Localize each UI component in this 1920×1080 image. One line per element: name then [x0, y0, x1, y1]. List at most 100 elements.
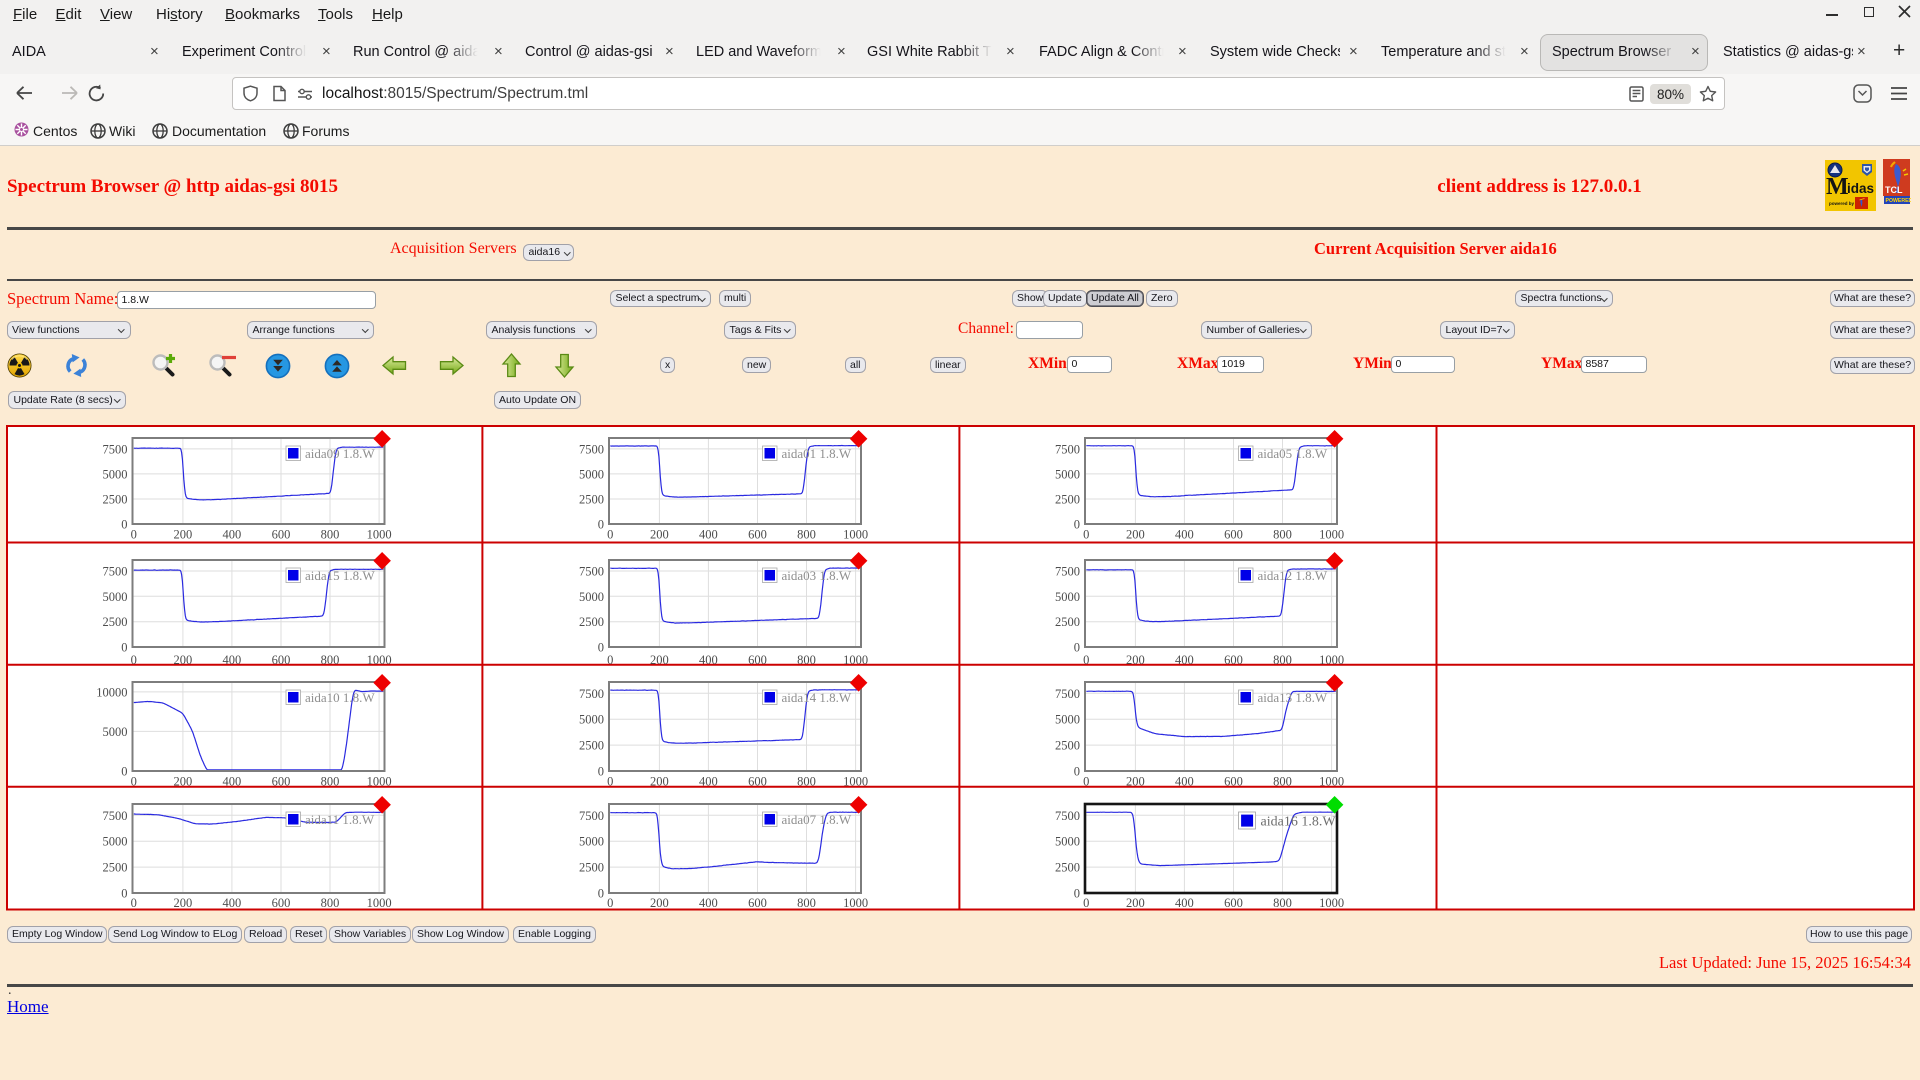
- svg-text:800: 800: [320, 653, 339, 667]
- svg-text:2500: 2500: [579, 615, 604, 629]
- svg-text:aida03 1.8.W: aida03 1.8.W: [781, 568, 851, 583]
- svg-text:5000: 5000: [102, 467, 127, 481]
- svg-text:800: 800: [1273, 653, 1292, 667]
- svg-text:200: 200: [1126, 653, 1145, 667]
- svg-text:400: 400: [1175, 896, 1194, 910]
- svg-text:200: 200: [650, 653, 669, 667]
- svg-text:400: 400: [699, 653, 718, 667]
- svg-text:1000: 1000: [1319, 896, 1344, 910]
- svg-text:1000: 1000: [843, 896, 868, 910]
- svg-text:5000: 5000: [579, 590, 604, 604]
- svg-text:800: 800: [797, 653, 816, 667]
- svg-text:0: 0: [130, 896, 136, 910]
- svg-text:600: 600: [271, 896, 290, 910]
- svg-text:0: 0: [597, 518, 603, 532]
- svg-text:0: 0: [607, 653, 613, 667]
- svg-text:400: 400: [222, 896, 241, 910]
- svg-text:7500: 7500: [1055, 687, 1080, 701]
- svg-text:1000: 1000: [366, 896, 391, 910]
- svg-text:aida14 1.8.W: aida14 1.8.W: [781, 690, 851, 705]
- svg-text:5000: 5000: [102, 590, 127, 604]
- svg-text:5000: 5000: [1055, 467, 1080, 481]
- svg-text:400: 400: [222, 774, 241, 788]
- svg-text:800: 800: [1273, 527, 1292, 541]
- svg-text:800: 800: [320, 527, 339, 541]
- svg-text:10000: 10000: [96, 685, 127, 699]
- svg-text:400: 400: [1175, 653, 1194, 667]
- svg-text:0: 0: [121, 641, 127, 655]
- svg-text:0: 0: [130, 653, 136, 667]
- svg-text:0: 0: [1083, 896, 1089, 910]
- svg-text:5000: 5000: [102, 835, 127, 849]
- svg-text:0: 0: [130, 527, 136, 541]
- svg-text:200: 200: [650, 527, 669, 541]
- svg-text:0: 0: [597, 641, 603, 655]
- svg-text:0: 0: [1073, 765, 1079, 779]
- svg-text:aida16 1.8.W: aida16 1.8.W: [1260, 815, 1336, 830]
- svg-text:0: 0: [607, 896, 613, 910]
- svg-text:7500: 7500: [1055, 809, 1080, 823]
- svg-text:200: 200: [173, 527, 192, 541]
- svg-text:7500: 7500: [579, 442, 604, 456]
- svg-text:200: 200: [173, 896, 192, 910]
- svg-text:200: 200: [650, 896, 669, 910]
- svg-text:800: 800: [1273, 896, 1292, 910]
- svg-text:7500: 7500: [579, 809, 604, 823]
- svg-text:aida05 1.8.W: aida05 1.8.W: [1257, 446, 1327, 461]
- svg-text:5000: 5000: [579, 713, 604, 727]
- svg-text:600: 600: [748, 653, 767, 667]
- svg-text:0: 0: [121, 887, 127, 901]
- svg-text:800: 800: [320, 774, 339, 788]
- svg-text:7500: 7500: [1055, 442, 1080, 456]
- svg-text:2500: 2500: [1055, 861, 1080, 875]
- svg-text:600: 600: [748, 527, 767, 541]
- svg-text:1000: 1000: [1319, 653, 1344, 667]
- svg-text:800: 800: [797, 896, 816, 910]
- svg-text:200: 200: [173, 653, 192, 667]
- svg-text:400: 400: [699, 774, 718, 788]
- svg-text:7500: 7500: [102, 809, 127, 823]
- svg-text:2500: 2500: [579, 739, 604, 753]
- svg-text:2500: 2500: [1055, 493, 1080, 507]
- svg-text:5000: 5000: [1055, 713, 1080, 727]
- svg-text:aida09 1.8.W: aida09 1.8.W: [305, 446, 375, 461]
- svg-text:7500: 7500: [1055, 565, 1080, 579]
- svg-text:2500: 2500: [102, 861, 127, 875]
- svg-text:aida07 1.8.W: aida07 1.8.W: [781, 812, 851, 827]
- svg-text:600: 600: [1224, 527, 1243, 541]
- svg-text:200: 200: [1126, 527, 1145, 541]
- svg-text:0: 0: [597, 887, 603, 901]
- svg-text:5000: 5000: [1055, 835, 1080, 849]
- svg-text:600: 600: [271, 527, 290, 541]
- svg-text:600: 600: [1224, 774, 1243, 788]
- svg-text:1000: 1000: [1319, 774, 1344, 788]
- svg-text:200: 200: [650, 774, 669, 788]
- svg-text:600: 600: [271, 774, 290, 788]
- svg-text:0: 0: [607, 527, 613, 541]
- svg-text:0: 0: [130, 774, 136, 788]
- svg-text:400: 400: [222, 527, 241, 541]
- svg-text:200: 200: [1126, 774, 1145, 788]
- svg-text:200: 200: [1126, 896, 1145, 910]
- svg-text:aida10 1.8.W: aida10 1.8.W: [305, 690, 375, 705]
- svg-text:400: 400: [222, 653, 241, 667]
- svg-text:1000: 1000: [843, 527, 868, 541]
- svg-text:aida12 1.8.W: aida12 1.8.W: [1257, 568, 1327, 583]
- svg-text:1000: 1000: [843, 774, 868, 788]
- svg-text:1000: 1000: [366, 774, 391, 788]
- svg-text:M: M: [1826, 174, 1849, 200]
- svg-text:aida11 1.8.W: aida11 1.8.W: [305, 812, 375, 827]
- svg-text:2500: 2500: [102, 493, 127, 507]
- svg-text:0: 0: [1083, 653, 1089, 667]
- svg-text:1000: 1000: [843, 653, 868, 667]
- svg-text:600: 600: [748, 774, 767, 788]
- svg-text:0: 0: [1083, 774, 1089, 788]
- svg-text:aida13 1.8.W: aida13 1.8.W: [1257, 690, 1327, 705]
- svg-text:0: 0: [597, 765, 603, 779]
- svg-text:600: 600: [1224, 896, 1243, 910]
- svg-text:1000: 1000: [366, 527, 391, 541]
- svg-text:400: 400: [1175, 527, 1194, 541]
- svg-text:600: 600: [1224, 653, 1243, 667]
- svg-text:0: 0: [121, 518, 127, 532]
- svg-text:0: 0: [1073, 641, 1079, 655]
